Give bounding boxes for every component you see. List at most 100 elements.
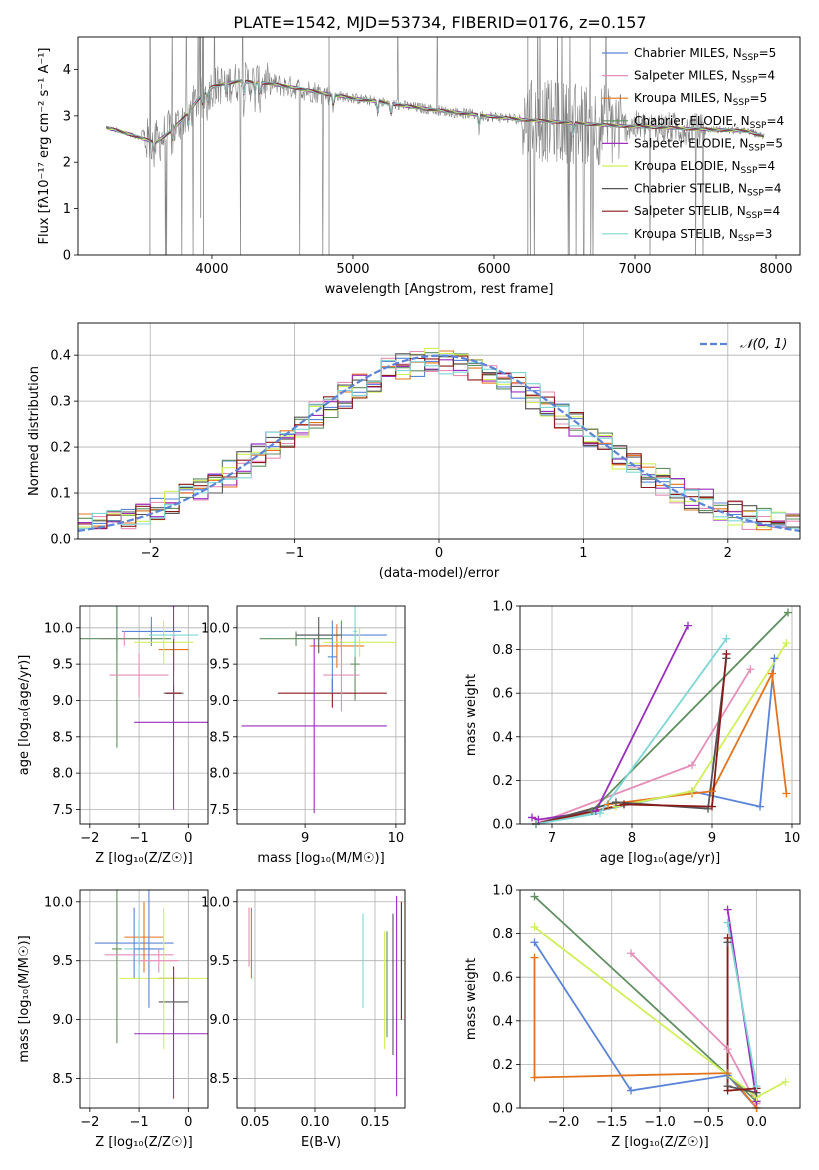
plot-area [80, 606, 208, 810]
tick-labels: 0.05 0.10 0.15 8.5 9.0 9.5 10.0 [201, 895, 389, 1130]
observed-spectrum-line [106, 37, 765, 255]
legend-label-sub: SSP [741, 166, 758, 176]
x-tick-label: −1.5 [596, 1115, 628, 1130]
y-tick-label: 9.5 [209, 954, 230, 969]
mass-weight-point [688, 761, 696, 770]
mass-weight-point [782, 789, 791, 798]
legend-label-value: =5 [750, 91, 768, 105]
x-tick-label: −0.5 [692, 1115, 724, 1130]
y-tick-label: 9.0 [209, 1013, 230, 1028]
mass-weight-point [746, 665, 755, 674]
mass-weight-series-line [535, 653, 728, 824]
x-tick-label: 5000 [336, 262, 369, 277]
mass-weight-point [708, 802, 716, 811]
mass-vs-ebv-panel: 0.05 0.10 0.15 8.5 9.0 9.5 10.0 E(B-V) [201, 889, 406, 1150]
legend-label-sub: SSP [738, 234, 755, 244]
mass-weight-point [530, 953, 539, 962]
legend-label-sub: SSP [746, 211, 763, 221]
x-axis-label: age [log₁₀(age/yr)] [600, 851, 721, 866]
model-spectrum-line [106, 79, 765, 153]
x-tick-label: 0 [184, 831, 192, 846]
mass-weight-series-line [535, 638, 728, 824]
mass-weight-point [723, 1045, 732, 1054]
y-tick-label: 2 [63, 156, 71, 171]
legend-label-sub: SSP [748, 143, 765, 153]
y-tick-label: 9.0 [52, 1013, 73, 1028]
mass-weight-series-line [535, 670, 788, 824]
plot-area [241, 606, 396, 814]
mass-weight-point [604, 800, 612, 809]
x-tick-label: 9 [708, 831, 716, 846]
y-tick-label: 0.6 [492, 687, 513, 702]
mass-weight-point [723, 918, 732, 927]
legend-label: Chabrier ELODIE, NSSP=4 [634, 114, 784, 131]
residual-histogram [78, 347, 800, 528]
y-tick-label: 0.6 [492, 971, 513, 986]
age-vs-mass-panel: 9 10 7.5 8.0 8.5 9.0 9.5 10.0 mass [log₁₀(M/M☉)] [201, 605, 406, 866]
tick-labels: −2.0 −1.5 −1.0 −0.5 0.0 0.0 0.2 0.4 0.6 0.8 1.0 [492, 884, 767, 1131]
legend-label-sub: SSP [742, 53, 759, 63]
axes-frame [77, 322, 801, 540]
y-axis-label: mass [log₁₀(M/M☉)] [17, 935, 32, 1062]
normal-reference-curve [78, 354, 800, 532]
y-tick-label: 0.2 [492, 774, 513, 789]
x-axis-label: wavelength [Angstrom, rest frame] [325, 282, 554, 297]
legend: 𝒩(0, 1) [700, 337, 787, 352]
mass-weight-point [688, 787, 696, 796]
legend-label-text: Salpeter ELODIE, N [634, 136, 748, 150]
x-tick-label: 8000 [759, 262, 792, 277]
y-tick-label: 0.2 [492, 1058, 513, 1073]
axes-frame [79, 605, 209, 825]
y-tick-label: 9.0 [209, 694, 230, 709]
legend-label: Chabrier STELIB, NSSP=4 [634, 182, 782, 199]
x-axis-label: mass [log₁₀(M/M☉)] [257, 851, 384, 866]
axes-frame [79, 889, 209, 1109]
x-tick-label: 9 [301, 831, 309, 846]
x-tick-label: −2.0 [548, 1115, 580, 1130]
mass-weight-point [723, 1069, 732, 1078]
y-tick-label: 10.0 [44, 621, 73, 636]
y-axis-label: age [log₁₀(age/yr)] [17, 655, 32, 776]
x-tick-label: 8 [628, 831, 636, 846]
x-tick-label: 10 [784, 831, 801, 846]
mass-weight-point [722, 634, 731, 643]
x-tick-label: 0.0 [746, 1115, 767, 1130]
y-tick-label: 10.0 [201, 621, 230, 636]
tick-labels: 9 10 7.5 8.0 8.5 9.0 9.5 10.0 [201, 621, 404, 846]
y-tick-label: 0.0 [50, 533, 71, 548]
legend-label-text: Kroupa STELIB, N [634, 227, 738, 241]
plot-area [533, 895, 786, 1108]
x-tick-label: −2 [80, 831, 99, 846]
tick-labels: −2 −1 0 1 2 0.0 0.1 0.2 0.3 0.4 [50, 349, 732, 561]
plot-area [94, 890, 208, 1099]
plot-area [78, 347, 800, 532]
residual-histogram [78, 360, 800, 530]
mass-weight-point [620, 800, 628, 809]
legend-label-text: Kroupa MILES, N [634, 91, 733, 105]
legend-label-text: Chabrier MILES, N [634, 46, 742, 60]
x-tick-label: 0 [435, 546, 443, 561]
legend-label-value: =4 [763, 204, 781, 218]
x-tick-label: 6000 [477, 262, 510, 277]
y-tick-label: 0.8 [492, 927, 513, 942]
x-tick-label: 7 [548, 831, 556, 846]
age-vs-metallicity-panel: −2 −1 0 7.5 8.0 8.5 9.0 9.5 10.0 Z [log₁₀(Z/Z☉)] a… [17, 605, 209, 866]
plot-area [105, 37, 765, 255]
axes-frame [236, 605, 406, 825]
mass-weight-point [756, 802, 764, 811]
legend-label-value: =4 [757, 69, 775, 83]
y-tick-label: 0 [63, 249, 71, 264]
legend-label: Salpeter ELODIE, NSSP=5 [634, 136, 783, 153]
y-tick-label: 3 [63, 109, 71, 124]
axes-frame [77, 36, 801, 256]
x-tick-label: −1.0 [644, 1115, 676, 1130]
legend-label: Kroupa STELIB, NSSP=3 [634, 227, 772, 244]
legend-label-value: =4 [757, 159, 775, 173]
legend-label-sub: SSP [741, 76, 758, 86]
x-tick-label: 7000 [618, 262, 651, 277]
legend-label: Kroupa ELODIE, NSSP=4 [634, 159, 775, 176]
residual-histogram-panel: −2 −1 0 1 2 0.0 0.1 0.2 0.3 0.4 (data-model)/error… [27, 322, 801, 581]
spectrum-panel: 4000 5000 6000 7000 8000 0 1 2 3 4 wavelength [Ang… [37, 36, 801, 297]
y-tick-label: 1.0 [492, 600, 513, 615]
